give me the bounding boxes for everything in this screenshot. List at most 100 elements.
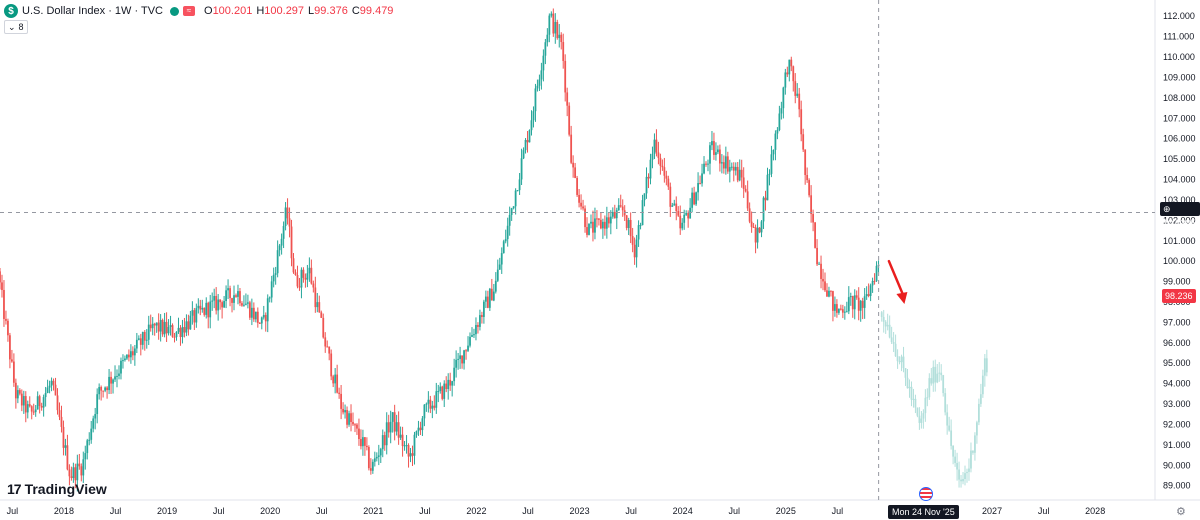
candle	[705, 163, 707, 165]
candle	[246, 302, 249, 304]
candle	[379, 449, 382, 456]
candle	[296, 274, 299, 287]
candle	[800, 109, 803, 135]
candle	[284, 207, 287, 227]
candle	[675, 203, 678, 212]
candle	[413, 434, 416, 456]
indicators-toggle[interactable]: ⌄ 8	[4, 20, 28, 34]
candle	[822, 278, 824, 282]
candle	[92, 418, 95, 429]
candle	[750, 221, 753, 227]
candle	[715, 152, 717, 155]
candle	[502, 241, 505, 254]
candle	[782, 87, 785, 109]
candle	[540, 70, 543, 80]
candle	[808, 180, 811, 196]
candle	[707, 163, 709, 165]
candle	[788, 59, 791, 75]
candle	[328, 346, 331, 354]
candle	[520, 158, 523, 180]
candle	[268, 297, 271, 299]
candle	[189, 315, 192, 330]
candle	[603, 221, 606, 229]
candle	[552, 13, 555, 34]
candle	[776, 130, 779, 134]
candle	[669, 186, 672, 207]
projection-candle	[928, 378, 931, 398]
candle	[24, 396, 27, 413]
candle	[233, 295, 235, 303]
candle	[304, 277, 307, 280]
candle	[655, 139, 658, 153]
candle	[169, 325, 172, 327]
candle	[736, 166, 739, 181]
candle	[274, 273, 277, 275]
symbol-title[interactable]: U.S. Dollar Index · 1W · TVC	[22, 5, 163, 17]
y-tick-label: 103.000	[1163, 195, 1196, 205]
candle	[320, 312, 323, 318]
candle	[316, 302, 319, 308]
candle	[429, 399, 432, 409]
y-tick-label: 92.000	[1163, 419, 1191, 429]
candle	[693, 192, 696, 205]
candle	[201, 307, 204, 310]
candle	[393, 412, 396, 432]
candle	[504, 239, 507, 242]
candle	[582, 206, 584, 209]
candle	[461, 355, 463, 364]
candle	[96, 394, 99, 415]
candle	[58, 410, 61, 417]
candle	[3, 289, 5, 319]
candle	[530, 120, 533, 131]
candle	[187, 321, 190, 330]
candle	[258, 322, 261, 324]
y-tick-label: 108.000	[1163, 93, 1196, 103]
candle	[651, 153, 654, 160]
settings-gear-icon[interactable]: ⚙	[1176, 506, 1186, 518]
candle	[855, 295, 858, 298]
candle	[784, 72, 787, 88]
close-label: C	[351, 5, 360, 17]
x-tick-label: 2019	[157, 506, 177, 516]
candle	[475, 325, 477, 335]
candle	[217, 299, 220, 311]
candle	[294, 272, 297, 275]
projection-candle	[966, 471, 968, 474]
candle	[399, 434, 402, 438]
candle	[441, 386, 444, 399]
candle	[181, 327, 184, 338]
candle	[145, 339, 148, 341]
candle	[814, 222, 816, 248]
projection-candle	[914, 398, 917, 408]
candle	[764, 197, 767, 201]
candle	[570, 134, 573, 163]
projection-candle	[920, 418, 923, 423]
tradingview-logo-icon: 17	[7, 481, 22, 497]
projection-candle	[946, 412, 949, 426]
candle	[98, 387, 101, 395]
candle	[84, 453, 87, 460]
candle	[143, 331, 146, 341]
tradingview-brand: TradingView	[24, 481, 107, 497]
projection-candle	[880, 312, 883, 317]
candle	[334, 374, 337, 384]
candle	[538, 79, 541, 86]
candle	[86, 440, 89, 454]
candle	[679, 215, 682, 229]
y-tick-label: 90.000	[1163, 460, 1191, 470]
projection-candle	[968, 468, 970, 472]
candle	[42, 397, 45, 408]
candle	[645, 176, 648, 194]
us-flag-event-icon[interactable]	[919, 487, 933, 501]
candle	[310, 267, 313, 284]
candle	[494, 280, 497, 292]
candle	[362, 437, 364, 447]
projection-candle	[970, 450, 972, 469]
candle	[248, 302, 251, 318]
candle	[851, 296, 854, 310]
candle	[401, 434, 404, 446]
y-tick-label: 104.000	[1163, 175, 1196, 185]
candle	[786, 72, 789, 75]
